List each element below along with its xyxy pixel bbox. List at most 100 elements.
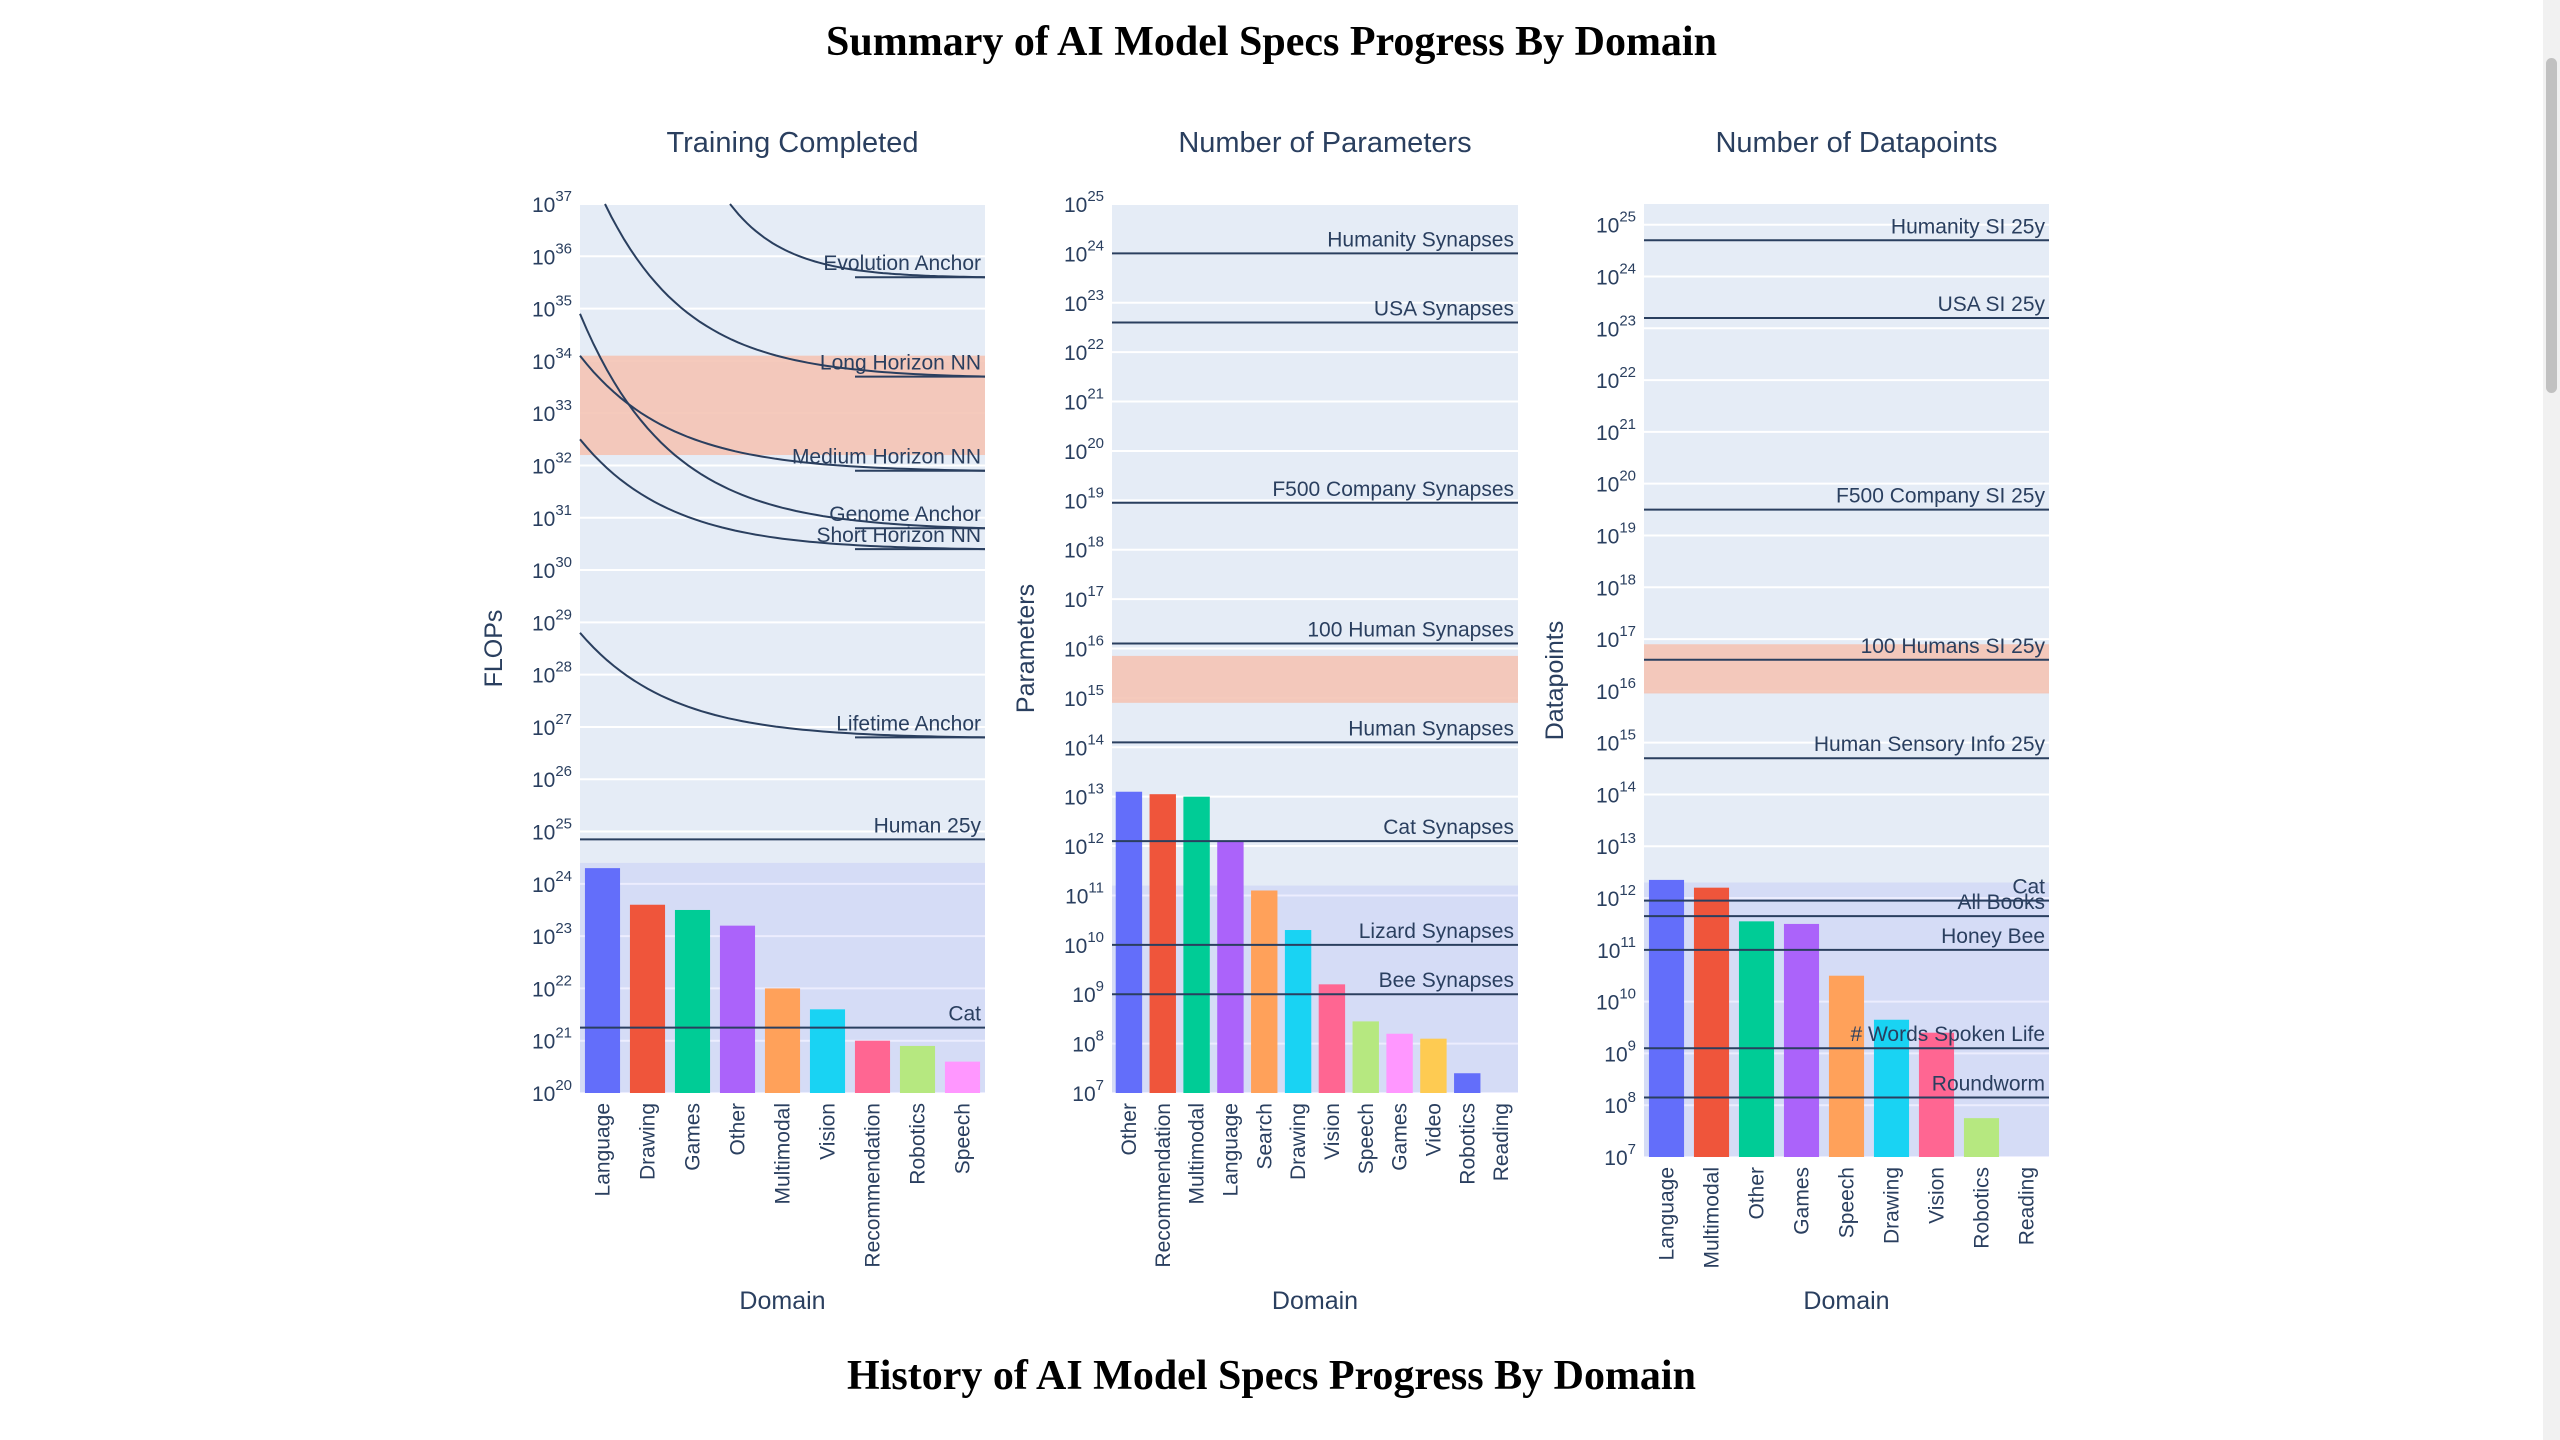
reference-line-label: Evolution Anchor [823,252,981,275]
y-tick-label: 1020 [532,1077,572,1106]
x-tick-label: Games [682,1103,705,1171]
x-tick-label: Multimodal [772,1103,795,1205]
reference-line-label: Long Horizon NN [820,352,981,375]
x-tick-label: Search [1253,1103,1276,1170]
shaded-band [1112,655,1518,703]
y-tick-label: 1021 [1064,386,1104,415]
y-tick-label: 1024 [1596,261,1636,290]
y-tick-label: 107 [1604,1141,1636,1170]
x-tick-label: Recommendation [1152,1103,1175,1268]
y-tick-label: 1012 [1596,882,1636,911]
bar-games [1386,1033,1413,1093]
summary-title: Summary of AI Model Specs Progress By Do… [826,19,1717,65]
bar-vision [1318,984,1346,1093]
y-tick-label: 1025 [1064,188,1104,217]
reference-line-label: Human 25y [874,814,982,837]
y-axis-title: Parameters [1012,584,1040,713]
decay-curve [579,313,986,530]
bar-games [674,909,711,1093]
reference-line-label: Humanity SI 25y [1891,215,2046,238]
y-tick-label: 108 [1604,1089,1636,1118]
bar-vision [1918,1032,1955,1157]
bar-other [1738,921,1775,1157]
x-axis-title: Domain [1803,1287,1889,1315]
bar-language [1648,879,1685,1157]
y-tick-label: 1020 [1596,468,1636,497]
x-tick-label: Multimodal [1186,1103,1209,1205]
y-tick-label: 107 [1072,1077,1104,1106]
y-tick-label: 1029 [532,606,572,635]
x-tick-label: Vision [1926,1167,1949,1224]
bar-recommendation [1149,794,1176,1093]
y-tick-label: 1010 [1596,986,1636,1015]
bar-video [1420,1038,1447,1093]
x-tick-label: Speech [1355,1103,1378,1174]
bar-robotics [1963,1118,2000,1157]
y-tick-label: 1036 [532,240,572,269]
x-tick-label: Reading [2016,1167,2039,1245]
bar-language [1217,841,1244,1093]
y-tick-label: 1037 [532,188,572,217]
y-tick-label: 1030 [532,554,572,583]
bar-search [1251,890,1278,1093]
y-tick-label: 1013 [1596,830,1636,859]
y-tick-label: 1014 [1596,778,1636,807]
x-tick-label: Drawing [637,1103,660,1180]
y-tick-label: 1025 [532,816,572,845]
x-tick-label: Games [1791,1167,1814,1235]
vertical-scrollbar[interactable] [2543,0,2560,1440]
y-tick-label: 1020 [1064,435,1104,464]
x-tick-label: Multimodal [1701,1167,1724,1269]
chart-title: Number of Datapoints [1715,127,1997,159]
bar-other [719,925,756,1093]
y-tick-label: 109 [1072,978,1104,1007]
y-tick-label: 1019 [1596,519,1636,548]
bar-speech [944,1061,981,1093]
y-tick-label: 1034 [532,345,572,374]
x-tick-label: Drawing [1881,1167,1904,1244]
bar-drawing [1873,1019,1910,1157]
y-tick-label: 1017 [1596,623,1636,652]
bar-speech [1352,1021,1379,1093]
y-tick-label: 1023 [532,920,572,949]
decay-curve [579,438,986,551]
y-tick-label: 1015 [1596,727,1636,756]
x-tick-label: Vision [817,1103,840,1160]
y-tick-label: 108 [1072,1028,1104,1057]
shaded-band [1644,644,2049,694]
x-tick-label: Robotics [1971,1167,1994,1249]
y-tick-label: 1018 [1596,571,1636,600]
bar-robotics [899,1045,936,1093]
x-axis-title: Domain [1272,1287,1358,1315]
decay-curve [579,355,986,472]
y-tick-label: 1013 [1064,781,1104,810]
y-tick-label: 1032 [532,449,572,478]
reference-line-label: Cat [2012,876,2045,899]
y-tick-label: 1024 [532,868,572,897]
x-tick-label: Other [1118,1103,1141,1156]
x-tick-label: Robotics [1456,1103,1479,1185]
bar-games [1783,923,1820,1157]
reference-line-label: Cat [948,1003,981,1026]
chart-panel-2: 107 108 109 1010 1011 1012 1013 1014 1015 1016 101… [1012,127,1518,1315]
reference-line-label: Roundworm [1932,1072,2045,1095]
reference-line-label: Human Synapses [1348,717,1514,740]
bar-robotics [1454,1073,1481,1093]
reference-line-label: Genome Anchor [829,503,981,526]
reference-line-label: Humanity Synapses [1327,228,1514,251]
y-tick-label: 1010 [1064,929,1104,958]
history-title: History of AI Model Specs Progress By Do… [847,1353,1696,1399]
x-tick-label: Language [1656,1167,1679,1260]
reference-line-label: Honey Bee [1941,925,2045,948]
bar-multimodal [764,988,801,1093]
y-tick-label: 1016 [1064,633,1104,662]
scrollbar-thumb[interactable] [2546,58,2557,393]
y-tick-label: 1025 [1596,209,1636,238]
y-tick-label: 1015 [1064,682,1104,711]
y-tick-label: 1011 [1065,879,1104,908]
bar-language [584,868,621,1093]
bar-speech [1828,975,1865,1157]
y-tick-label: 1021 [532,1025,572,1054]
bar-vision [809,1009,846,1093]
y-tick-label: 1026 [532,763,572,792]
